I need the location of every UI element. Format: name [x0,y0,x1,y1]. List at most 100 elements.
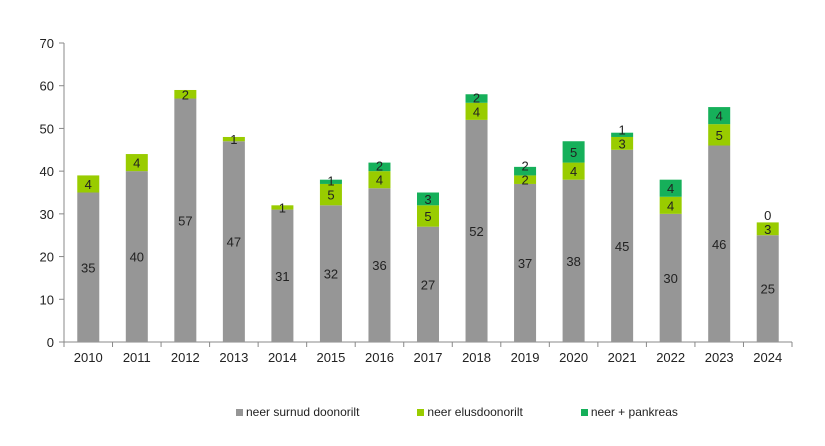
bar-segment [465,119,488,342]
bar-segment [417,192,439,206]
bar-segment [222,141,245,342]
data-label: 2 [182,87,189,102]
bar-segment [368,188,391,342]
x-tick-label: 2014 [268,350,297,365]
data-label: 37 [518,256,532,271]
bar-segment [271,209,294,342]
bar-segment [562,141,585,163]
data-label: 4 [570,164,577,179]
bar-segment [417,205,439,227]
bar-segment [77,175,100,193]
bar-segment [174,98,197,343]
y-tick-label: 40 [40,164,54,179]
bar-segment [708,107,731,125]
bar-segment [125,154,148,172]
bar-segment [319,183,342,206]
data-label: 2 [376,159,383,174]
x-tick-label: 2018 [462,350,491,365]
bar-segment [319,179,342,184]
data-label: 5 [424,209,431,224]
bar-segment [611,136,634,150]
data-label: 4 [473,104,480,119]
bar-segment [174,89,197,99]
bar-segment [465,102,488,120]
legend: neer surnud doonorilt neer elusdoonorilt… [236,405,678,419]
data-label: 27 [421,277,435,292]
x-tick-label: 2021 [608,350,637,365]
legend-swatch [236,408,243,416]
legend-label: neer + pankreas [590,405,678,419]
x-tick-label: 2020 [559,350,588,365]
data-label: 35 [81,260,95,275]
data-label: 45 [615,239,629,254]
bar-segment [271,205,294,210]
stacked-bar-chart: 0102030405060702010354201140420125722013… [40,36,793,365]
data-label: 4 [716,109,723,124]
data-label: 47 [227,235,241,250]
bar-segment [125,171,148,342]
bar-segment [611,132,634,137]
x-tick-label: 2019 [511,350,540,365]
x-tick-label: 2017 [414,350,443,365]
data-label: 4 [133,156,140,171]
x-tick-label: 2022 [656,350,685,365]
data-label: 30 [663,271,677,286]
y-tick-label: 0 [47,335,54,350]
bar-segment [319,205,342,342]
x-tick-label: 2024 [753,350,782,365]
data-label: 4 [376,173,383,188]
data-label: 3 [764,222,771,237]
y-tick-label: 10 [40,292,54,307]
bar-segment [514,166,537,176]
x-tick-label: 2015 [316,350,345,365]
data-label: 38 [566,254,580,269]
x-tick-label: 2011 [123,350,151,365]
legend-item: neer elusdoonorilt [417,405,523,419]
data-label: 1 [279,200,286,215]
x-tick-label: 2010 [74,350,103,365]
data-label: 5 [327,188,334,203]
bar-segment [465,94,488,103]
bar-segment [222,136,245,142]
bar-segment [659,196,682,214]
bar-segment [562,162,585,180]
legend-item: neer surnud doonorilt [236,405,359,419]
data-label: 2 [473,90,480,105]
data-label: 57 [178,213,192,228]
data-label: 32 [324,267,338,282]
legend-label: neer surnud doonorilt [246,405,360,419]
bar-segment [611,149,634,342]
x-tick-label: 2012 [171,350,200,365]
bar-segment [708,145,731,342]
y-tick-label: 50 [40,121,54,136]
bar-segment [708,124,731,146]
data-label: 4 [667,181,674,196]
bar-segment [417,226,439,342]
bar-segment [756,222,779,236]
bar-segment [514,175,537,184]
y-tick-label: 20 [40,250,54,265]
legend-swatch [580,408,588,416]
bar-segment [77,192,100,342]
bar-segment [562,179,585,342]
legend-label: neer elusdoonorilt [427,405,523,419]
data-label: 1 [619,122,626,137]
data-label: 36 [372,258,386,273]
data-label: 0 [764,208,771,223]
x-tick-label: 2023 [705,350,734,365]
bar-segment [756,235,779,342]
data-label: 5 [716,128,723,143]
data-label: 31 [275,269,289,284]
data-label: 2 [521,173,528,188]
data-label: 3 [619,136,626,151]
x-tick-label: 2016 [365,350,394,365]
y-tick-label: 70 [40,36,54,51]
data-label: 4 [667,198,674,213]
data-label: 52 [469,224,483,239]
data-label: 4 [85,177,92,192]
data-label: 2 [521,159,528,174]
bar-segment [368,171,391,189]
legend-item: neer + pankreas [580,405,678,419]
x-tick-label: 2013 [219,350,248,365]
